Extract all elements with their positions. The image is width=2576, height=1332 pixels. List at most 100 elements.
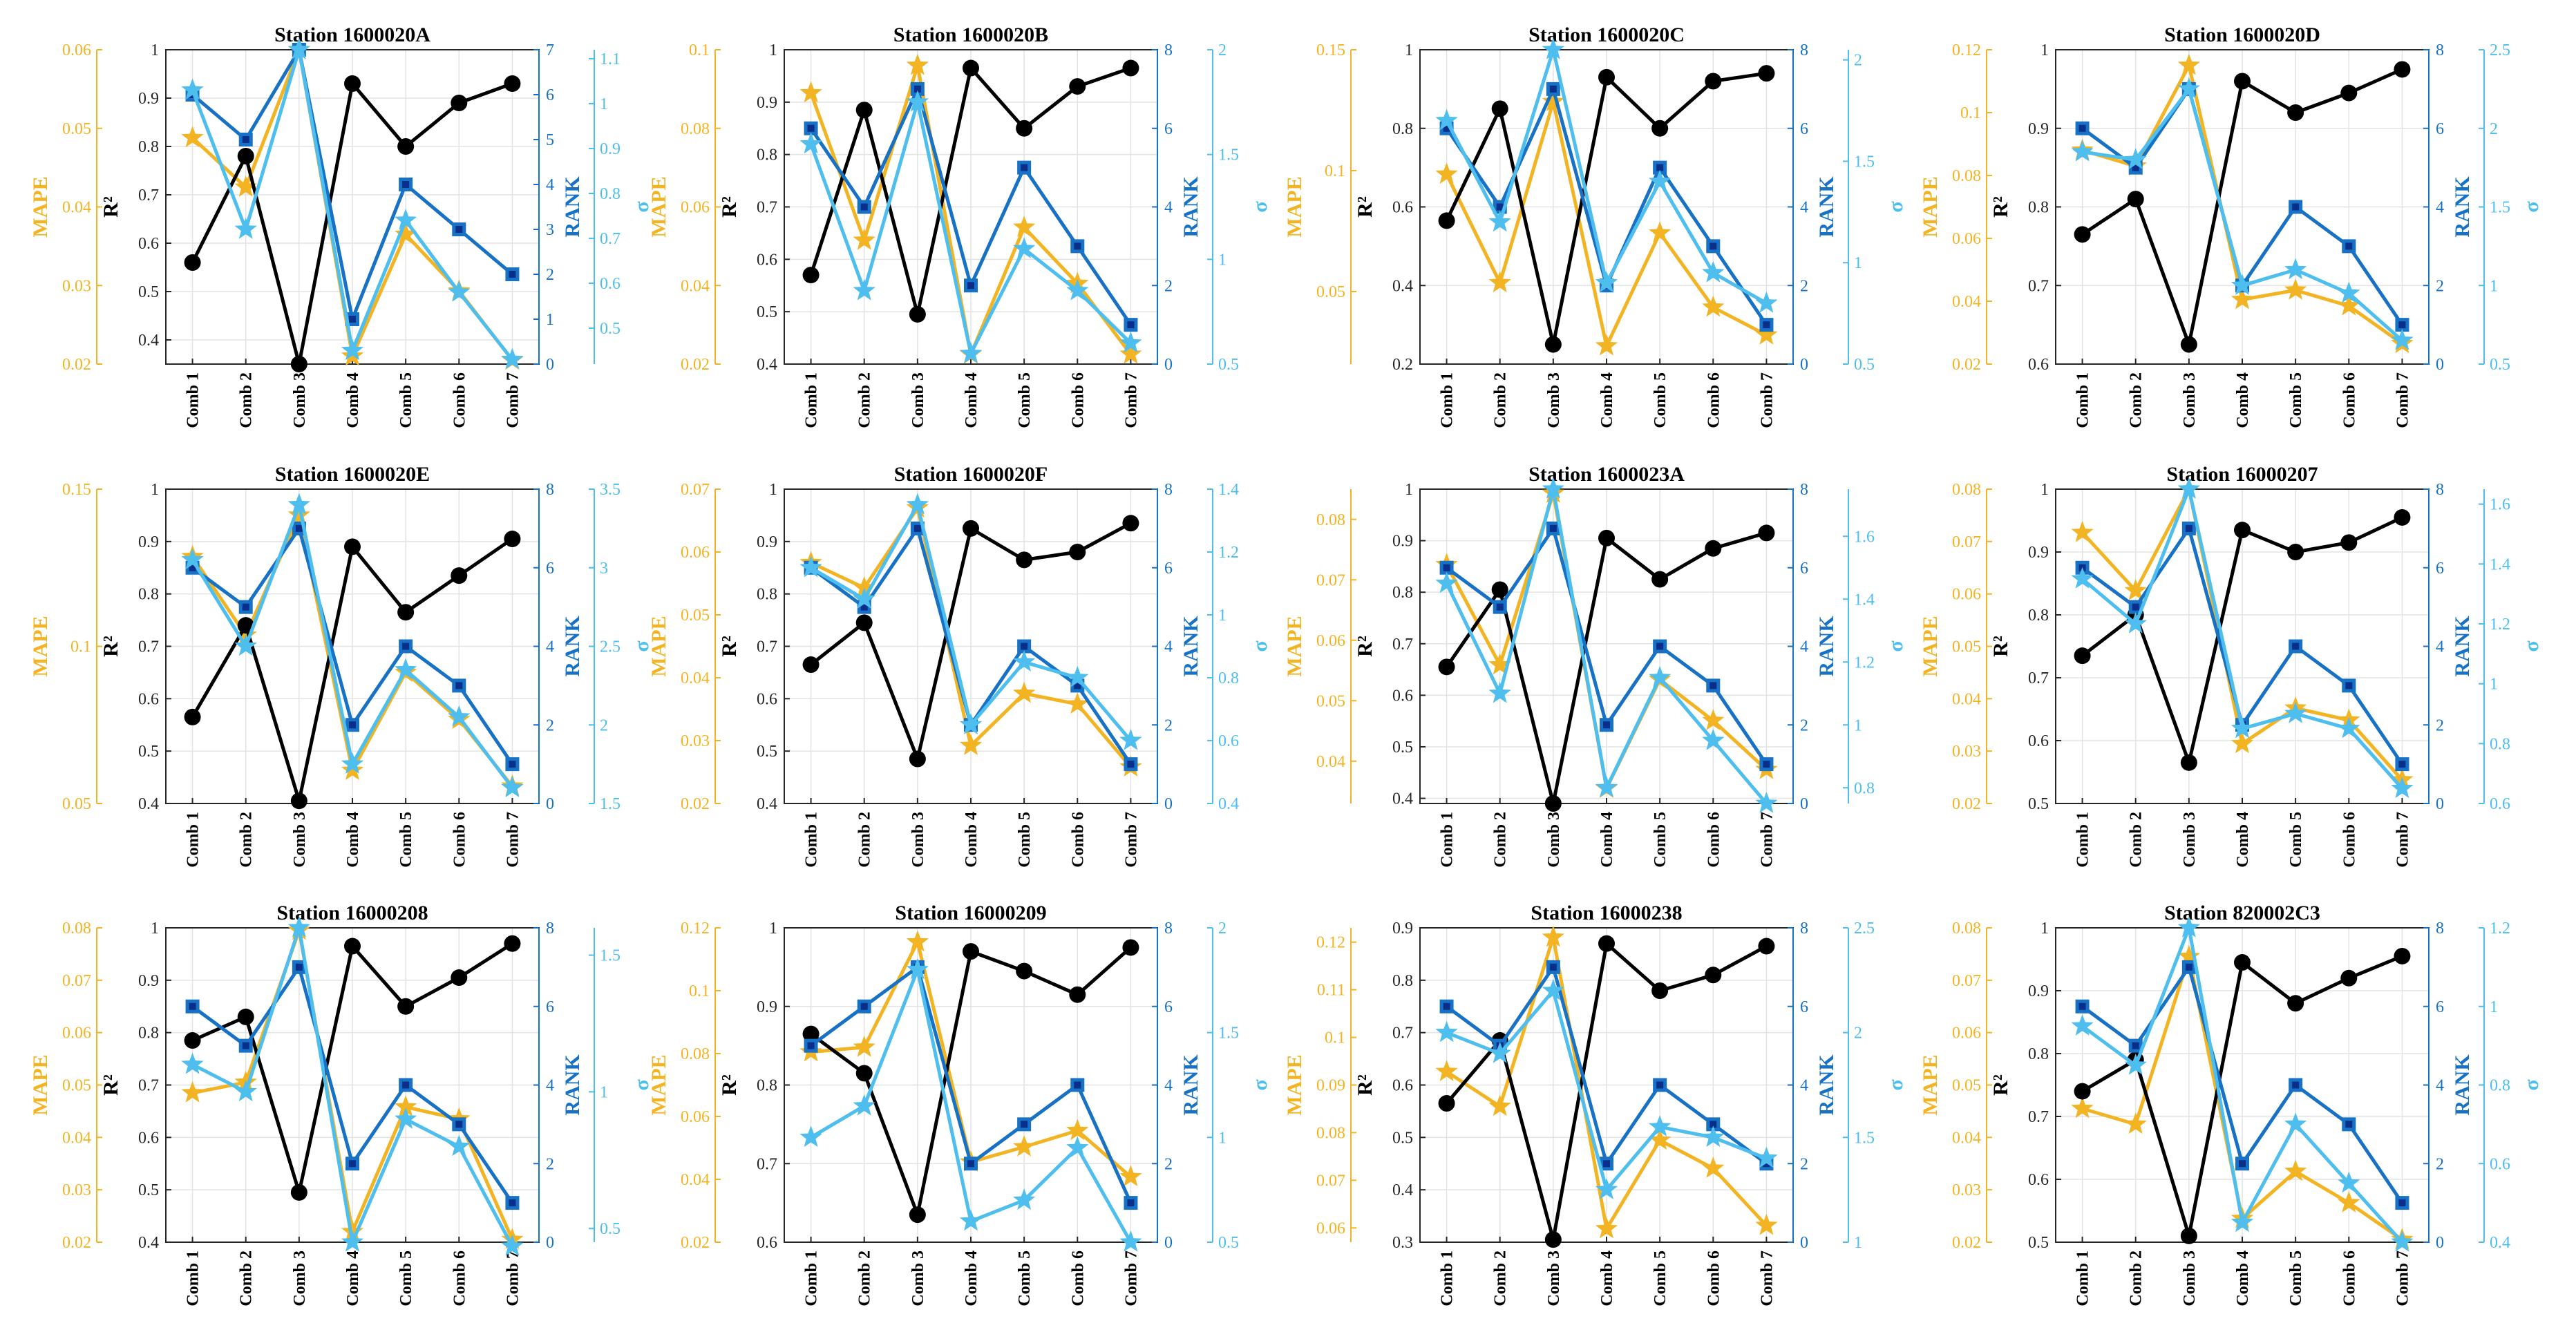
r2-tick-label: 0.8 (1392, 972, 1413, 990)
mape-point (1649, 1128, 1671, 1150)
mape-point (2231, 287, 2254, 310)
rank-point-core (1763, 321, 1770, 329)
r2-tick-label: 0.8 (2028, 199, 2049, 217)
r2-point (909, 750, 926, 768)
r2-axis-label: R² (100, 1074, 122, 1096)
x-tick-label: Comb 6 (1705, 812, 1723, 868)
x-tick-label: Comb 4 (963, 812, 981, 868)
mape-point (2071, 1096, 2094, 1119)
sigma-point (959, 1209, 983, 1231)
r2-point (1598, 68, 1615, 86)
sigma-tick-label: 1.5 (1218, 146, 1239, 164)
rank-tick-label: 0 (546, 795, 554, 813)
r2-point (963, 943, 979, 960)
rank-tick-label: 2 (1800, 1155, 1808, 1173)
sigma-point (448, 280, 471, 302)
r2-tick-label: 0.7 (1392, 1025, 1413, 1043)
rank-point-core (807, 1042, 815, 1049)
mape-point (395, 1095, 417, 1117)
sigma-axis-label: σ (1884, 640, 1907, 652)
sigma-point (1119, 1230, 1142, 1252)
x-tick-label: Comb 4 (2234, 812, 2252, 868)
r2-tick-label: 0.9 (138, 90, 159, 108)
sigma-point (959, 713, 983, 734)
mape-axis-label: MAPE (647, 616, 670, 676)
rank-point-core (2132, 164, 2139, 171)
r2-tick-label: 1 (769, 481, 777, 499)
sigma-point (906, 958, 929, 980)
r2-point (1438, 658, 1455, 676)
sigma-tick-label: 0.5 (600, 1220, 621, 1238)
r2-tick-label: 0.8 (757, 586, 777, 604)
rank-tick-label: 4 (546, 176, 554, 194)
mape-tick-label: 0.06 (1316, 632, 1345, 650)
x-tick-label: Comb 7 (1758, 812, 1776, 868)
rank-tick-label: 4 (2436, 199, 2444, 217)
x-tick-label: Comb 7 (1122, 812, 1140, 868)
r2-tick-label: 0.8 (1392, 120, 1413, 138)
mape-tick-label: 0.05 (62, 795, 91, 813)
sigma-point (395, 658, 417, 680)
r2-tick-label: 0.7 (138, 1077, 159, 1095)
mape-point (1542, 90, 1564, 111)
sigma-point (2124, 1054, 2147, 1075)
x-tick-label: Comb 4 (1598, 1250, 1616, 1306)
sigma-point (959, 341, 983, 363)
mape-tick-label: 0.02 (1952, 356, 1981, 374)
rank-point-core (1074, 682, 1081, 689)
mape-point (853, 228, 875, 250)
x-tick-label: Comb 2 (238, 812, 256, 868)
x-tick-label: Comb 3 (1545, 812, 1563, 868)
r2-point (2340, 969, 2358, 987)
r2-tick-label: 0.5 (1392, 1129, 1413, 1147)
r2-tick-label: 0.6 (1392, 199, 1413, 217)
rank-tick-label: 4 (1800, 638, 1808, 656)
mape-tick-label: 0.08 (1952, 481, 1981, 499)
r2-point (2234, 522, 2251, 539)
rank-tick-label: 0 (1164, 795, 1173, 813)
rank-point-core (349, 721, 356, 729)
r2-tick-label: 0.8 (2028, 1045, 2049, 1063)
mape-axis-label: MAPE (29, 1054, 52, 1115)
sigma-point (448, 1134, 471, 1157)
x-tick-label: Comb 6 (451, 372, 468, 428)
rank-tick-label: 2 (2436, 277, 2444, 295)
sigma-point (2071, 1014, 2094, 1036)
r2-tick-label: 0.8 (138, 586, 159, 604)
rank-tick-label: 8 (2436, 41, 2444, 59)
x-tick-label: Comb 2 (2128, 372, 2146, 428)
rank-tick-label: 0 (1164, 356, 1173, 374)
sigma-point (181, 548, 204, 570)
r2-tick-label: 0.4 (1392, 277, 1413, 295)
mape-tick-label: 0.04 (681, 1171, 710, 1189)
mape-tick-label: 0.02 (62, 1234, 91, 1252)
sigma-point (2284, 702, 2307, 723)
sigma-point (906, 90, 929, 112)
rank-point-core (1496, 203, 1504, 211)
mape-point (1119, 342, 1142, 364)
rank-tick-label: 6 (2436, 998, 2444, 1016)
r2-tick-label: 0.7 (2028, 669, 2049, 687)
mape-axis-label: MAPE (1283, 616, 1306, 676)
mape-tick-label: 0.06 (62, 1025, 91, 1043)
rank-point-core (2078, 1002, 2086, 1010)
mape-tick-label: 0.06 (62, 41, 91, 59)
mape-tick-label: 0.06 (1952, 1025, 1981, 1043)
sigma-point (2338, 1171, 2360, 1193)
r2-point (1491, 581, 1508, 598)
rank-tick-label: 2 (546, 266, 554, 284)
rank-tick-label: 2 (1164, 716, 1173, 734)
r2-point (184, 708, 201, 725)
sigma-tick-label: 1.6 (2490, 496, 2510, 514)
r2-tick-label: 0.6 (138, 1129, 159, 1147)
sigma-point (1066, 666, 1089, 687)
r2-tick-label: 0.6 (757, 251, 777, 269)
sigma-tick-label: 2 (1218, 920, 1227, 938)
x-tick-label: Comb 7 (2394, 1250, 2412, 1306)
rank-point-core (2345, 682, 2353, 689)
x-tick-label: Comb 3 (2181, 372, 2199, 428)
mape-tick-label: 0.08 (62, 920, 91, 938)
r2-tick-label: 0.5 (1392, 739, 1413, 757)
mape-tick-label: 0.05 (1952, 1077, 1981, 1095)
sigma-point (1702, 1125, 1725, 1148)
